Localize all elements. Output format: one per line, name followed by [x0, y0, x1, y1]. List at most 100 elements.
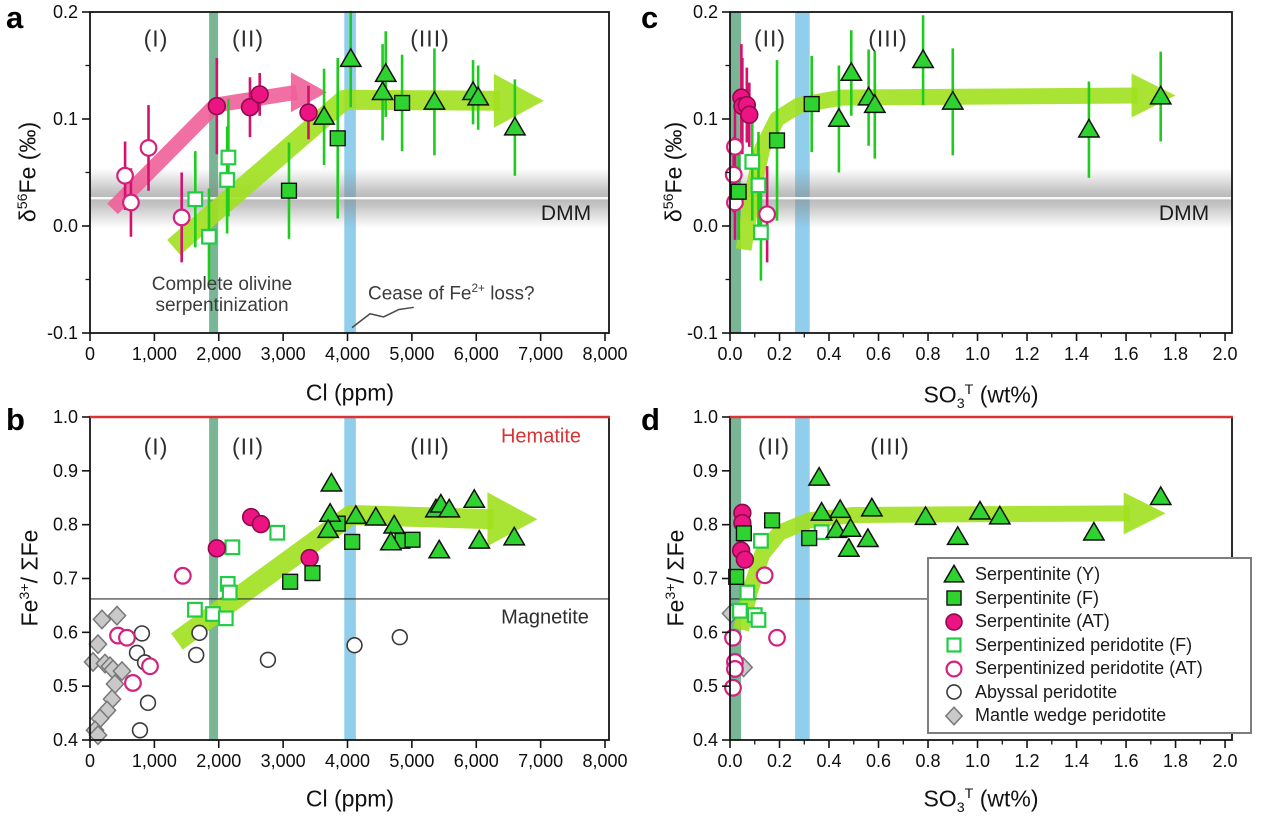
svg-text:6,000: 6,000	[454, 344, 499, 364]
dmm-label-c: DMM	[1158, 202, 1210, 225]
svg-text:7,000: 7,000	[518, 751, 563, 771]
svg-text:0.9: 0.9	[53, 461, 78, 481]
legend-item-serpentinite-at: Serpentinite (AT)	[929, 610, 1250, 634]
legend-item-serpentinite-y: Serpentinite (Y)	[929, 563, 1250, 587]
diamond-marker-icon	[944, 705, 964, 726]
svg-text:0.1: 0.1	[53, 109, 78, 129]
svg-text:2,000: 2,000	[196, 344, 241, 364]
legend-item-serp-peridotite-f: Serpentinized peridotite (F)	[929, 634, 1250, 658]
legend-item-serpentinite-f: Serpentinite (F)	[929, 587, 1250, 611]
svg-text:1,000: 1,000	[132, 344, 177, 364]
y-title-feratio-b: Fe3+/ ΣFe	[16, 529, 43, 627]
svg-text:0: 0	[85, 344, 95, 364]
svg-text:3,000: 3,000	[261, 751, 306, 771]
open-square-marker-icon	[946, 637, 962, 653]
legend-item-serp-peridotite-at: Serpentinized peridotite (AT)	[929, 657, 1250, 681]
svg-text:0.0: 0.0	[53, 216, 78, 236]
svg-text:0.0: 0.0	[717, 344, 742, 364]
svg-text:-0.1: -0.1	[687, 323, 718, 343]
open-circle-marker-icon	[946, 684, 962, 701]
legend-box: Serpentinite (Y) Serpentinite (F) Serpen…	[927, 557, 1252, 734]
svg-text:0.2: 0.2	[767, 751, 792, 771]
band-green-b	[209, 417, 219, 740]
svg-text:0.6: 0.6	[53, 622, 78, 642]
zone-label-b-III: (III)	[410, 433, 450, 460]
zone-label-d-II: (II)	[757, 433, 791, 460]
svg-text:1.6: 1.6	[1114, 751, 1139, 771]
svg-text:0.5: 0.5	[693, 676, 718, 696]
x-title-so3-c: SO3T (wt%)	[923, 381, 1039, 413]
legend-item-abyssal-peridotite: Abyssal peridotite	[929, 681, 1250, 705]
svg-text:6,000: 6,000	[454, 751, 499, 771]
svg-text:0.7: 0.7	[693, 569, 718, 589]
svg-text:0.5: 0.5	[53, 676, 78, 696]
svg-text:5,000: 5,000	[389, 344, 434, 364]
svg-text:0: 0	[85, 751, 95, 771]
svg-text:1.8: 1.8	[1163, 751, 1188, 771]
svg-text:2.0: 2.0	[1213, 751, 1238, 771]
open-circle-pink-marker-icon	[945, 660, 963, 678]
svg-text:-0.1: -0.1	[47, 323, 78, 343]
zone-label-a-I: (I)	[143, 25, 169, 52]
svg-text:0.4: 0.4	[53, 730, 78, 750]
svg-text:0.7: 0.7	[53, 569, 78, 589]
svg-text:1.0: 1.0	[53, 407, 78, 427]
panel-letter-a: a	[6, 0, 24, 35]
square-marker-icon	[946, 590, 962, 606]
svg-text:0.8: 0.8	[53, 515, 78, 535]
svg-text:1.8: 1.8	[1163, 344, 1188, 364]
cease-callout-line	[351, 306, 414, 329]
y-title-dfe-a: δ56Fe (‰)	[14, 121, 41, 223]
magnetite-label: Magnetite	[501, 606, 589, 629]
svg-text:0.6: 0.6	[693, 622, 718, 642]
svg-text:1.0: 1.0	[965, 751, 990, 771]
svg-text:2.0: 2.0	[1213, 344, 1238, 364]
svg-text:3,000: 3,000	[261, 344, 306, 364]
svg-text:0.6: 0.6	[866, 344, 891, 364]
legend-item-mantle-wedge: Mantle wedge peridotite	[929, 704, 1250, 728]
svg-text:5,000: 5,000	[389, 751, 434, 771]
svg-text:0.2: 0.2	[767, 344, 792, 364]
zone-label-c-II: (II)	[753, 25, 787, 52]
svg-text:4,000: 4,000	[325, 751, 370, 771]
band-blue-d	[795, 417, 810, 740]
svg-text:0.1: 0.1	[693, 109, 718, 129]
y-title-feratio-d: Fe3+/ ΣFe	[662, 529, 689, 627]
svg-text:1,000: 1,000	[132, 751, 177, 771]
svg-text:1.0: 1.0	[693, 407, 718, 427]
svg-text:0.6: 0.6	[866, 751, 891, 771]
svg-text:1.0: 1.0	[965, 344, 990, 364]
svg-text:1.2: 1.2	[1015, 751, 1040, 771]
hematite-label: Hematite	[500, 425, 582, 448]
trend-arrow	[167, 89, 500, 255]
zone-label-b-I: (I)	[143, 433, 169, 460]
svg-text:1.4: 1.4	[1064, 344, 1089, 364]
circle-marker-icon	[945, 612, 963, 631]
svg-text:7,000: 7,000	[518, 344, 563, 364]
svg-text:0.2: 0.2	[53, 2, 78, 22]
svg-text:0.0: 0.0	[717, 751, 742, 771]
zone-label-c-III: (III)	[868, 25, 908, 52]
svg-text:4,000: 4,000	[325, 344, 370, 364]
x-title-cl-a: Cl (ppm)	[305, 379, 395, 406]
svg-text:0.0: 0.0	[693, 216, 718, 236]
svg-text:8,000: 8,000	[582, 751, 627, 771]
y-title-dfe-c: δ56Fe (‰)	[660, 121, 687, 223]
svg-text:0.4: 0.4	[693, 730, 718, 750]
panel-letter-d: d	[641, 402, 660, 437]
panel-letter-c: c	[641, 0, 659, 35]
x-title-cl-b: Cl (ppm)	[305, 785, 395, 812]
zone-label-a-III: (III)	[410, 25, 450, 52]
svg-text:0.8: 0.8	[916, 751, 941, 771]
svg-text:1.6: 1.6	[1114, 344, 1139, 364]
svg-text:1.4: 1.4	[1064, 751, 1089, 771]
olivine-annotation: Complete olivine serpentinization	[151, 274, 293, 316]
band-blue-b	[344, 417, 356, 740]
svg-text:2,000: 2,000	[196, 751, 241, 771]
dmm-label-a: DMM	[540, 202, 592, 225]
zone-label-b-II: (II)	[231, 433, 265, 460]
svg-text:1.2: 1.2	[1015, 344, 1040, 364]
svg-text:8,000: 8,000	[582, 344, 627, 364]
